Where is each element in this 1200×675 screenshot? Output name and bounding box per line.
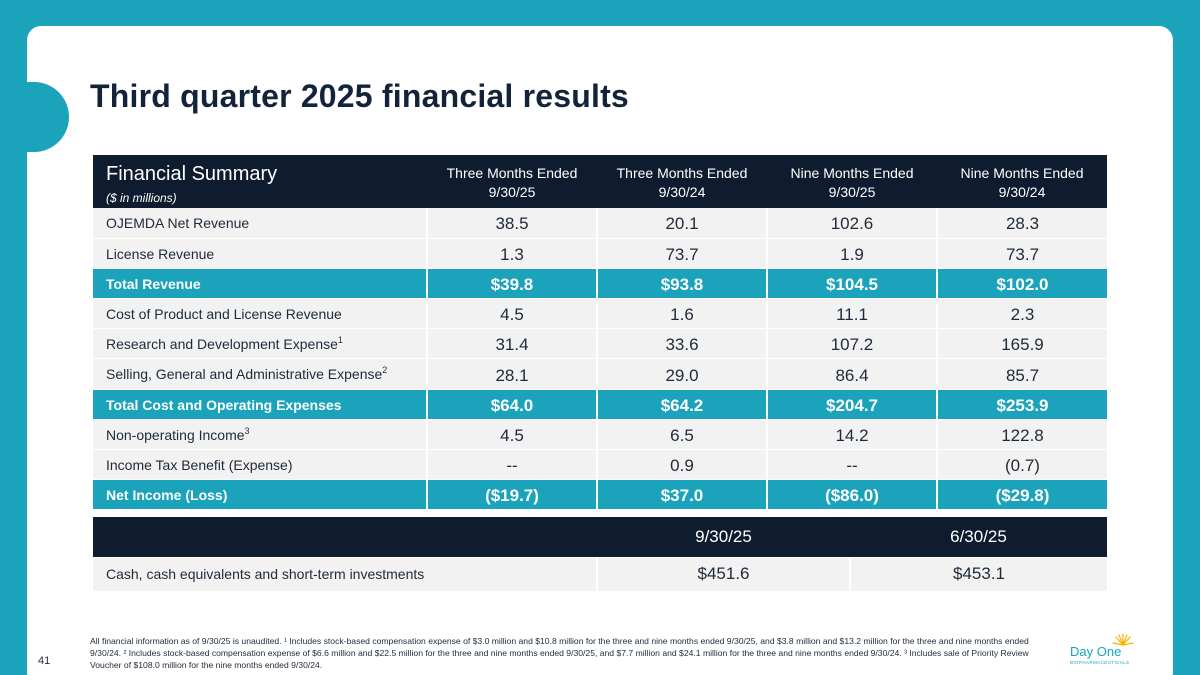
column-header: Nine Months Ended 9/30/24 [937, 155, 1107, 208]
table-cell: 1.9 [767, 238, 938, 269]
table-row: Non-operating Income3 4.5 6.5 14.2 122.8 [93, 419, 1107, 451]
table-cell: -- [767, 449, 938, 481]
row-label: Selling, General and Administrative Expe… [93, 358, 428, 390]
page-number: 41 [38, 655, 51, 667]
table-cell: $37.0 [597, 479, 768, 511]
table-header-row: Financial Summary ($ in millions) Three … [93, 155, 1107, 208]
logo-name: Day One [1070, 644, 1122, 659]
table-cell: 107.2 [767, 328, 938, 360]
company-logo: Day One BIOPHARMACEUTICALS [1070, 633, 1142, 666]
page-title: Third quarter 2025 financial results [90, 78, 629, 114]
table-cell: 102.6 [767, 208, 938, 239]
net-income-row: Net Income (Loss) ($19.7) $37.0 ($86.0) … [93, 479, 1107, 511]
table-cell: 86.4 [767, 358, 938, 390]
column-header-date: 9/30/25 [828, 183, 876, 200]
column-header: 9/30/25 [695, 526, 752, 546]
table-cell: (0.7) [937, 449, 1107, 481]
column-header-period: Nine Months Ended [790, 164, 914, 181]
table-cell: 29.0 [597, 358, 768, 390]
table-cell: 28.3 [937, 208, 1107, 239]
row-label: Cost of Product and License Revenue [93, 298, 428, 330]
table-cell: ($86.0) [767, 479, 938, 511]
table-cell: 31.4 [427, 328, 598, 360]
table-title: Financial Summary [106, 163, 278, 185]
table-cell: ($19.7) [427, 479, 598, 511]
table-cell: 28.1 [427, 358, 598, 390]
logo-tagline: BIOPHARMACEUTICALS [1070, 660, 1130, 665]
table-cell: $204.7 [767, 389, 938, 420]
table-row: Research and Development Expense1 31.4 3… [93, 328, 1107, 360]
row-label: Total Cost and Operating Expenses [93, 389, 428, 420]
row-label: Income Tax Benefit (Expense) [93, 449, 428, 481]
row-label: Non-operating Income3 [93, 419, 428, 451]
table-row: Selling, General and Administrative Expe… [93, 358, 1107, 390]
table-cell: 4.5 [427, 419, 598, 451]
table-cell: 1.3 [427, 238, 598, 269]
table-row: Income Tax Benefit (Expense) -- 0.9 -- (… [93, 449, 1107, 481]
table-cell: 165.9 [937, 328, 1107, 360]
sun-icon [1112, 633, 1134, 646]
cash-table: 9/30/25 6/30/25 Cash, cash equivalents a… [93, 517, 1107, 591]
row-label: Research and Development Expense1 [93, 328, 428, 360]
table-cell: 4.5 [427, 298, 598, 330]
table-cell: $102.0 [937, 268, 1107, 300]
column-header: Three Months Ended 9/30/25 [427, 155, 597, 208]
table-cell: $453.1 [850, 556, 1107, 591]
column-header: Three Months Ended 9/30/24 [597, 155, 767, 208]
column-header: 6/30/25 [950, 526, 1007, 546]
table-cell: 20.1 [597, 208, 768, 239]
table-cell: 38.5 [427, 208, 598, 239]
table-cell: 6.5 [597, 419, 768, 451]
column-header-period: Nine Months Ended [960, 164, 1084, 181]
column-header-date: 9/30/24 [658, 183, 706, 200]
cash-header-row: 9/30/25 6/30/25 [93, 517, 1107, 557]
cash-header-empty [93, 517, 597, 557]
footnote-marker: 2 [382, 365, 388, 376]
table-cell: 85.7 [937, 358, 1107, 390]
footnote: All financial information as of 9/30/25 … [90, 636, 1029, 670]
footnote-marker: 3 [244, 425, 250, 436]
header-title-cell: Financial Summary ($ in millions) [93, 155, 427, 208]
row-label: Cash, cash equivalents and short-term in… [93, 556, 598, 591]
table-cell: $64.0 [427, 389, 598, 420]
table-cell: $64.2 [597, 389, 768, 420]
table-cell: $253.9 [937, 389, 1107, 420]
table-row: OJEMDA Net Revenue 38.5 20.1 102.6 28.3 [93, 208, 1107, 239]
table-subtitle: ($ in millions) [106, 191, 177, 205]
table-cell: $451.6 [597, 556, 851, 591]
accent-tab [25, 82, 69, 152]
footnote-marker: 1 [337, 335, 343, 346]
table-cell: 73.7 [937, 238, 1107, 269]
table-cell: 14.2 [767, 419, 938, 451]
table-cell: 2.3 [937, 298, 1107, 330]
column-header-period: Three Months Ended [616, 164, 748, 181]
column-header: Nine Months Ended 9/30/25 [767, 155, 937, 208]
table-cell: $104.5 [767, 268, 938, 300]
column-header-period: Three Months Ended [446, 164, 578, 181]
table-cell: -- [427, 449, 598, 481]
column-header-date: 9/30/25 [488, 183, 536, 200]
table-cell: 11.1 [767, 298, 938, 330]
financial-summary-table: Financial Summary ($ in millions) Three … [93, 155, 1107, 511]
table-cell: ($29.8) [937, 479, 1107, 511]
cash-row: Cash, cash equivalents and short-term in… [93, 556, 1107, 591]
table-cell: 122.8 [937, 419, 1107, 451]
total-expenses-row: Total Cost and Operating Expenses $64.0 … [93, 389, 1107, 420]
total-revenue-row: Total Revenue $39.8 $93.8 $104.5 $102.0 [93, 268, 1107, 300]
table-row: License Revenue 1.3 73.7 1.9 73.7 [93, 238, 1107, 269]
table-row: Cost of Product and License Revenue 4.5 … [93, 298, 1107, 330]
table-cell: 33.6 [597, 328, 768, 360]
table-cell: $93.8 [597, 268, 768, 300]
table-cell: 0.9 [597, 449, 768, 481]
row-label: License Revenue [93, 238, 428, 269]
row-label: OJEMDA Net Revenue [93, 208, 428, 239]
column-header-date: 9/30/24 [998, 183, 1046, 200]
row-label: Total Revenue [93, 268, 428, 300]
table-cell: 1.6 [597, 298, 768, 330]
table-cell: $39.8 [427, 268, 598, 300]
row-label: Net Income (Loss) [93, 479, 428, 511]
table-cell: 73.7 [597, 238, 768, 269]
